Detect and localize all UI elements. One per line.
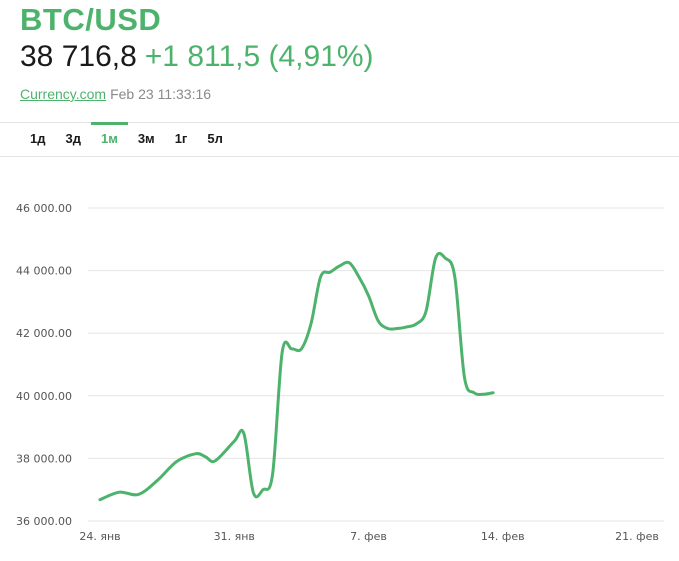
y-tick-label: 38 000.00 — [16, 452, 72, 465]
series-line — [98, 251, 495, 502]
timestamp: Feb 23 11:33:16 — [110, 86, 212, 102]
tab-1d[interactable]: 1д — [30, 131, 46, 146]
y-tick-label: 44 000.00 — [16, 265, 72, 278]
x-tick-label: 31. янв — [214, 530, 255, 543]
x-tick-label: 21. фев — [615, 530, 659, 543]
source-row: Currency.com Feb 23 11:33:16 — [20, 86, 211, 102]
price-row: 38 716,8 +1 811,5 (4,91%) — [20, 40, 374, 74]
tab-5y[interactable]: 5л — [207, 131, 223, 146]
x-tick-label: 7. фев — [350, 530, 387, 543]
y-tick-label: 46 000.00 — [16, 202, 72, 215]
tabs-divider — [0, 156, 679, 157]
y-tick-label: 36 000.00 — [16, 515, 72, 528]
tab-1y[interactable]: 1г — [174, 131, 188, 146]
source-link[interactable]: Currency.com — [20, 86, 107, 102]
range-tabs: 1д 3д 1м 3м 1г 5л — [20, 122, 233, 156]
y-tick-label: 42 000.00 — [16, 327, 72, 340]
tab-3d[interactable]: 3д — [65, 131, 81, 146]
tab-1m[interactable]: 1м — [90, 122, 128, 156]
x-tick-label: 24. янв — [79, 530, 120, 543]
top-divider — [0, 122, 679, 123]
tab-3m[interactable]: 3м — [137, 131, 155, 146]
y-tick-label: 40 000.00 — [16, 390, 72, 403]
instrument-title: BTC/USD — [20, 2, 162, 37]
x-tick-label: 14. фев — [481, 530, 525, 543]
price-change: +1 811,5 (4,91%) — [144, 40, 374, 73]
current-price: 38 716,8 — [20, 40, 137, 73]
